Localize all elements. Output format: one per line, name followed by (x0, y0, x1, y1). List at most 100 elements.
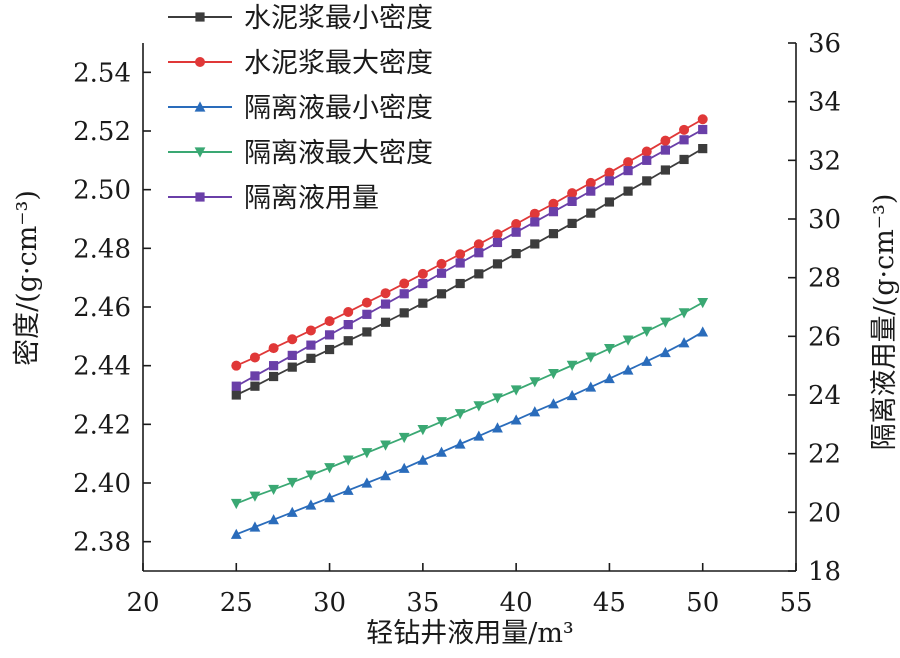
legend-marker (195, 57, 205, 67)
series-3-line (235, 331, 704, 536)
series-1-point (399, 308, 409, 318)
series-1-point (567, 218, 577, 228)
series-5-point (567, 196, 577, 206)
series-1-point (586, 208, 596, 218)
series-2-point (567, 188, 578, 199)
series-1-point (269, 371, 279, 382)
series-1-point (362, 327, 372, 337)
series-2-point (492, 229, 503, 240)
series-1-point (343, 336, 353, 346)
legend-item: 隔离液最小密度 (168, 93, 433, 124)
series-5-point (436, 268, 447, 278)
series-3-point (678, 337, 690, 348)
y2-tick-label: 36 (808, 29, 841, 59)
series-5-point (343, 320, 353, 330)
series-4-point (492, 393, 503, 404)
legend-marker (194, 147, 206, 158)
series-3-point (454, 438, 466, 449)
series-3-point (342, 484, 354, 495)
series-1-point (660, 165, 670, 175)
y-tick-label: 2.40 (73, 469, 131, 499)
series-2 (231, 114, 708, 371)
series-4-point (529, 377, 541, 388)
y2-tick-label: 34 (808, 88, 841, 118)
series-2-point (231, 360, 242, 371)
legend-label: 水泥浆最大密度 (244, 48, 433, 79)
series-3-point (361, 477, 373, 488)
legend-label: 隔离液最小密度 (244, 93, 433, 124)
series-5-point (492, 237, 503, 248)
series-1-point (530, 239, 540, 249)
x-tick-label: 20 (126, 588, 159, 618)
series-1-point (306, 353, 316, 363)
series-3-point (641, 355, 653, 366)
legend-item: 隔离液用量 (168, 183, 379, 214)
series-2-point (604, 167, 615, 178)
legend-marker (195, 12, 205, 22)
y2-tick-label: 28 (808, 264, 841, 294)
series-2-point (697, 114, 708, 125)
series-2-point (455, 249, 466, 260)
series-1 (231, 144, 708, 400)
series-4 (230, 298, 709, 510)
y-tick-label: 2.54 (73, 58, 131, 88)
series-3-point (510, 414, 522, 425)
series-1-point (492, 259, 503, 269)
x-tick-label: 30 (313, 588, 346, 618)
series-3-point (529, 406, 541, 417)
right-y-axis-ticks: 18 20 22 24 26 28 30 32 34 36 (788, 29, 841, 587)
series-4-point (436, 417, 447, 428)
series-2-point (417, 268, 428, 279)
series-4-point (604, 344, 615, 355)
series-5-point (530, 217, 540, 227)
y2-tick-label: 30 (808, 205, 841, 235)
series-2-point (660, 135, 671, 146)
y-tick-label: 2.48 (73, 234, 131, 264)
series-4-point (342, 455, 354, 466)
x-tick-label: 40 (500, 588, 533, 618)
series-3-point (305, 499, 317, 510)
legend-marker (194, 101, 206, 112)
series-2-point (343, 306, 354, 317)
series-5-point (548, 207, 559, 217)
series-2-point (361, 297, 372, 308)
series-4-point (454, 409, 466, 420)
series-5-point (511, 227, 521, 237)
y2-tick-label: 26 (808, 322, 841, 352)
y-tick-label: 2.52 (73, 117, 131, 147)
series-4-point (380, 440, 391, 451)
series-1-point (679, 154, 689, 165)
x-tick-label: 45 (593, 588, 626, 618)
series-4-point (249, 491, 261, 502)
series-2-point (679, 124, 690, 135)
series-2-point (324, 316, 335, 327)
legend-item: 水泥浆最大密度 (168, 48, 433, 79)
series-4-point (305, 470, 317, 481)
y-tick-label: 2.44 (73, 352, 131, 382)
series-5-point (455, 258, 465, 268)
series-1-point (436, 289, 447, 299)
series-4-point (566, 360, 578, 371)
series-4-point (417, 425, 429, 436)
series-5-point (380, 299, 391, 309)
series-3-point (585, 381, 597, 392)
series-1-point (231, 390, 241, 400)
series-1-point (324, 344, 335, 355)
series-2-point (511, 218, 522, 229)
series-1-point (623, 186, 633, 196)
y-tick-label: 2.50 (73, 176, 131, 206)
series-2-point (380, 288, 391, 299)
series-2-point (623, 157, 634, 168)
legend-item: 水泥浆最小密度 (168, 3, 433, 34)
series-2-point (399, 278, 410, 289)
series-4-point (398, 432, 410, 444)
series-4-point (641, 326, 653, 337)
legend-label: 隔离液用量 (244, 183, 379, 214)
series-3-point (324, 492, 335, 503)
series-2-point (268, 343, 279, 354)
x-tick-label: 25 (220, 588, 253, 618)
series-3-point (436, 446, 447, 457)
series-1-point (250, 381, 260, 391)
